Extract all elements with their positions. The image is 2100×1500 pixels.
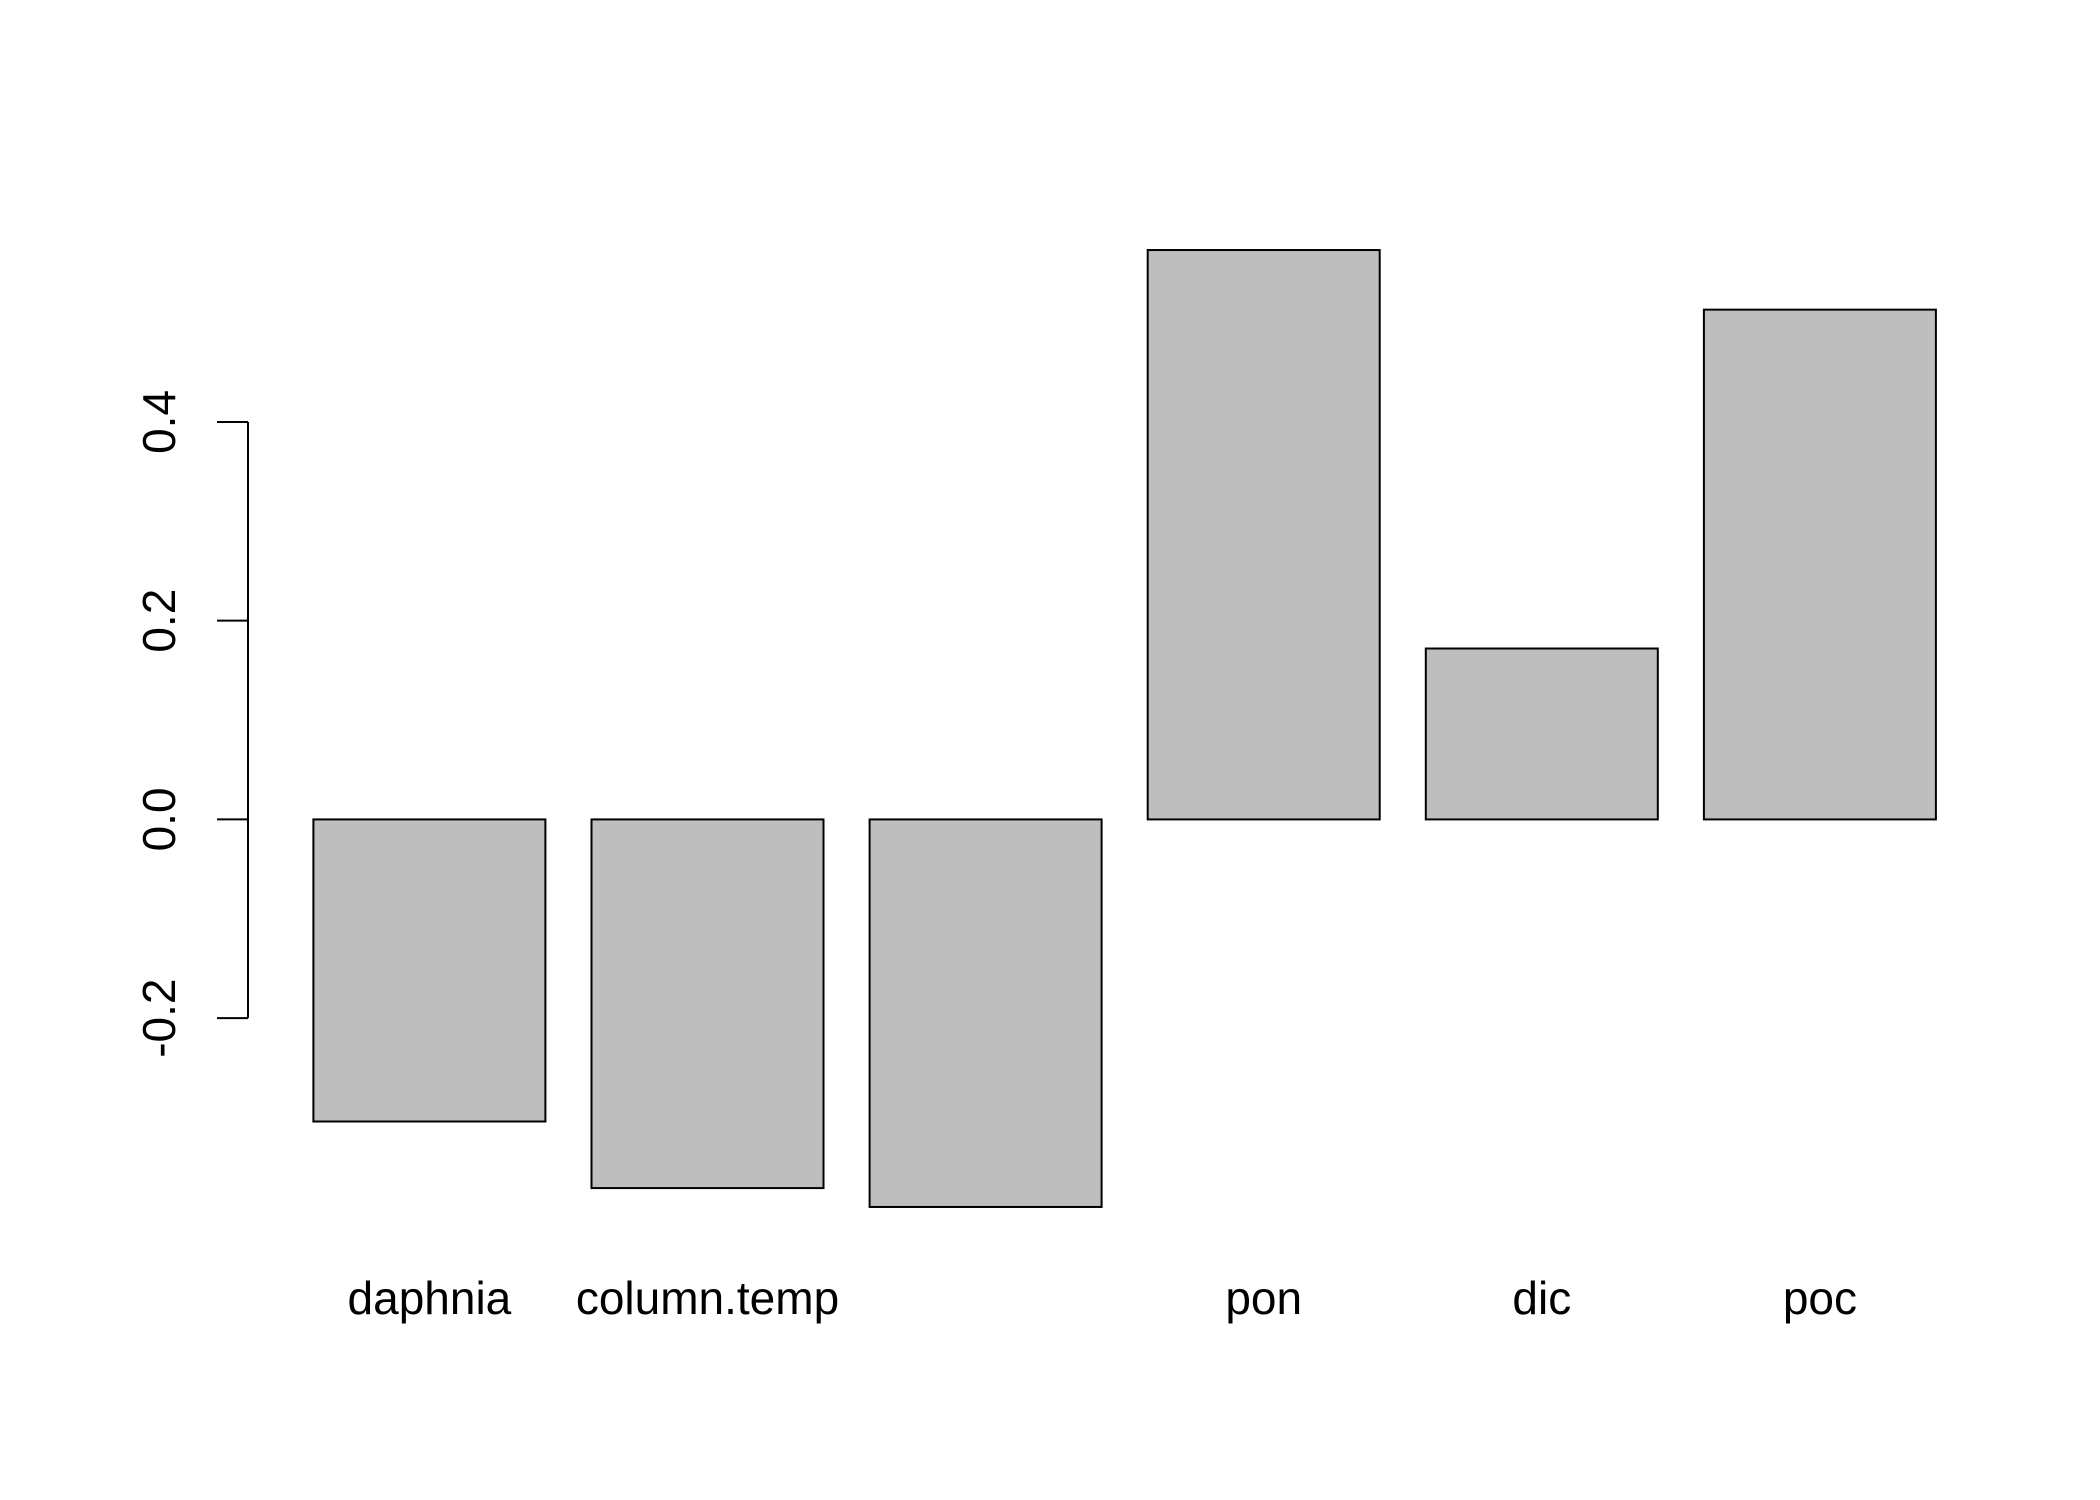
x-tick-label: dic xyxy=(1512,1272,1571,1324)
bar xyxy=(590,818,825,1190)
y-tick-label: 0.0 xyxy=(133,787,185,851)
x-tick-label: column.temp xyxy=(576,1272,839,1324)
y-tick-label: -0.2 xyxy=(133,979,185,1058)
y-tick-label: 0.2 xyxy=(133,589,185,653)
bar xyxy=(1146,249,1381,821)
x-tick-label: poc xyxy=(1783,1272,1857,1324)
y-tick-label: 0.4 xyxy=(133,390,185,454)
x-tick-label: pon xyxy=(1225,1272,1302,1324)
x-tick-label: daphnia xyxy=(348,1272,512,1324)
bar xyxy=(1702,308,1937,821)
bar xyxy=(868,818,1103,1208)
bar xyxy=(312,818,547,1123)
bar xyxy=(1424,647,1659,821)
